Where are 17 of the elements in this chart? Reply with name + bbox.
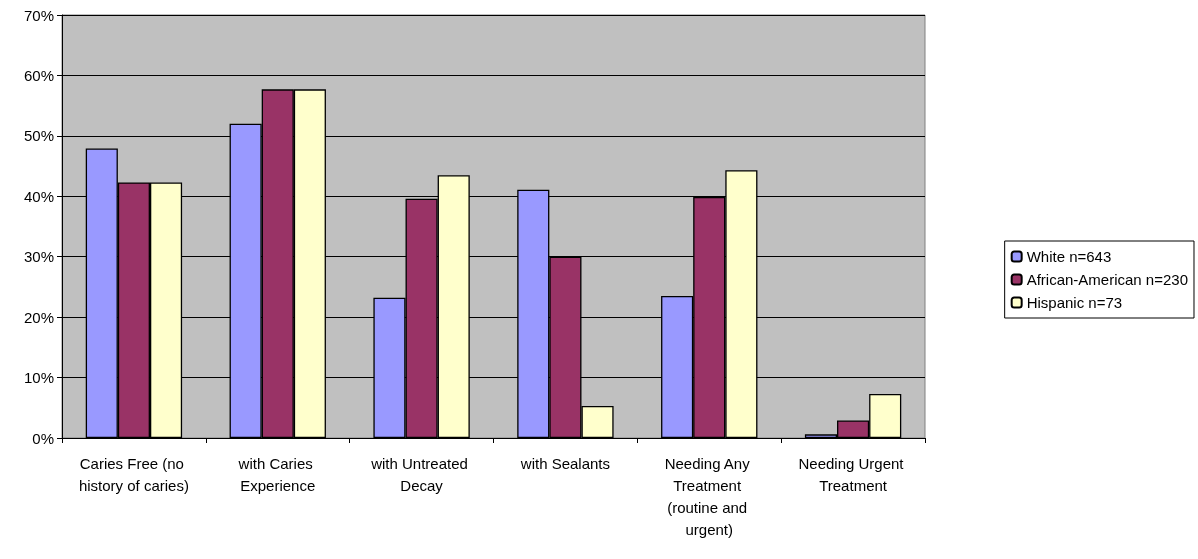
x-tick-label: Needing Urgent Treatment <box>798 454 908 494</box>
y-tick-label: 50% <box>23 127 54 145</box>
x-tick-label: Needing Any Treatment (routine and urgent) <box>664 454 754 538</box>
y-tick-label: 60% <box>23 66 54 84</box>
x-tick-label: Caries Free (no history of caries) <box>78 454 189 494</box>
x-tick-label: with Untreated Decay <box>370 454 473 494</box>
x-tick-label: with Sealants <box>519 454 611 472</box>
legend-label: African-American n=230 <box>1026 271 1189 288</box>
y-tick-label: 0% <box>32 429 54 447</box>
y-tick-label: 40% <box>23 187 54 205</box>
x-tick-label: with Caries Experience <box>237 454 317 494</box>
y-tick-label: 30% <box>23 248 54 266</box>
legend-label: Hispanic n=73 <box>1026 294 1123 311</box>
y-tick-label: 10% <box>23 369 54 387</box>
y-tick-label: 70% <box>23 6 54 24</box>
legend-label: White n=643 <box>1026 248 1112 265</box>
y-tick-label: 20% <box>23 308 54 326</box>
